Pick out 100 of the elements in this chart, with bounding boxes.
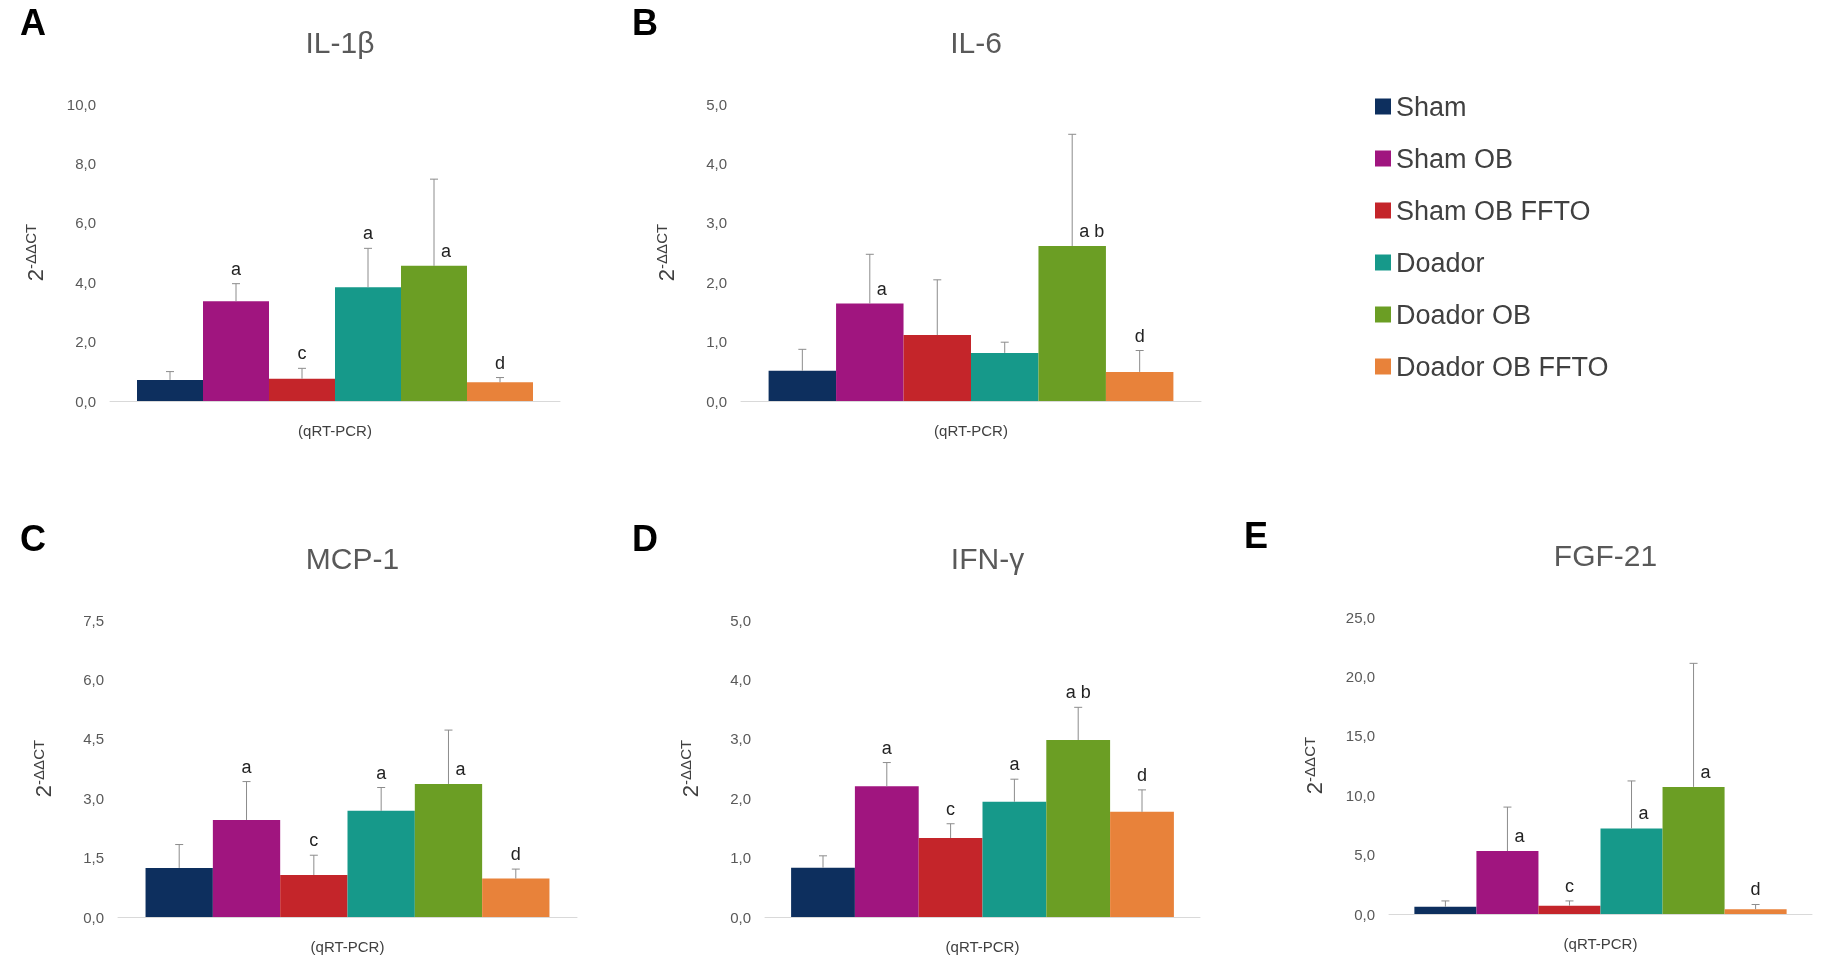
- y-tick-label: 4,0: [730, 670, 751, 688]
- text: D: [632, 517, 658, 559]
- data-label: a: [881, 737, 893, 758]
- chart-title: IL-1β: [305, 25, 375, 59]
- data-label: a: [362, 223, 374, 244]
- bar: [1110, 811, 1174, 917]
- x-axis-title: (qRT-PCR): [1563, 935, 1638, 952]
- y-tick-label: 25,0: [1345, 608, 1375, 626]
- bar: [1600, 828, 1663, 914]
- y-tick-label: 3,0: [706, 214, 727, 232]
- data-label: c: [1564, 875, 1574, 896]
- bar: [414, 783, 483, 917]
- y-tick-label: 4,5: [83, 730, 104, 748]
- bar: [137, 379, 203, 401]
- y-axis-title: 2-ΔΔCT: [677, 739, 703, 798]
- data-label: a: [1009, 754, 1021, 775]
- y-tick-label: 5,0: [706, 95, 727, 113]
- legend-label: Sham: [1396, 91, 1467, 122]
- y-tick-label: 0,0: [730, 908, 751, 926]
- y-tick-label: 10,0: [1345, 786, 1375, 804]
- bar: [836, 303, 904, 401]
- data-label: a: [241, 756, 253, 777]
- chart-title: FGF-21: [1553, 538, 1658, 572]
- bar: [269, 378, 335, 401]
- bar: [1038, 245, 1106, 401]
- data-label: d: [1134, 325, 1145, 346]
- legend-label: Doador OB: [1396, 299, 1532, 330]
- y-tick-label: 4,0: [706, 154, 727, 172]
- bar: [1046, 739, 1111, 917]
- bar: [1724, 909, 1787, 914]
- bar: [1105, 371, 1174, 401]
- x-axis-title: (qRT-PCR): [945, 938, 1020, 955]
- x-axis-title: (qRT-PCR): [298, 422, 372, 439]
- bar: [918, 838, 983, 917]
- bar: [854, 786, 919, 917]
- data-label: a: [876, 278, 888, 299]
- data-label: c: [309, 830, 319, 851]
- bar: [482, 878, 550, 917]
- data-label: d: [494, 352, 506, 373]
- data-label: c: [946, 798, 956, 819]
- bar: [1476, 851, 1539, 914]
- bar: [791, 867, 855, 917]
- data-label: a: [230, 258, 242, 279]
- y-tick-label: 1,5: [83, 849, 104, 867]
- y-tick-label: 0,0: [83, 908, 104, 926]
- chart-title: IL-6: [950, 25, 1002, 59]
- data-label: d: [1750, 879, 1761, 900]
- y-tick-label: 10,0: [66, 95, 96, 113]
- y-tick-label: 1,0: [730, 849, 751, 867]
- bar: [971, 352, 1039, 401]
- y-tick-label: 15,0: [1345, 727, 1375, 745]
- legend-label: Doador OB FFTO: [1396, 351, 1609, 382]
- y-tick-label: 2,0: [706, 273, 727, 291]
- data-label: a: [1638, 803, 1650, 824]
- y-tick-label: 6,0: [83, 670, 104, 688]
- y-tick-label: 1,0: [706, 333, 727, 351]
- x-axis-title: (qRT-PCR): [934, 422, 1008, 439]
- data-label: a: [1700, 761, 1712, 782]
- y-tick-label: 4,0: [75, 273, 96, 291]
- y-axis-title: 2-ΔΔCT: [22, 223, 48, 282]
- y-tick-label: 6,0: [75, 214, 96, 232]
- bar: [1662, 786, 1725, 914]
- data-label: a b: [1065, 682, 1091, 703]
- bar: [401, 265, 467, 401]
- bar: [145, 867, 213, 917]
- y-axis-title: 2-ΔΔCT: [30, 739, 56, 798]
- bar: [347, 810, 415, 917]
- y-tick-label: 0,0: [1354, 905, 1375, 923]
- bar: [1538, 905, 1601, 914]
- y-tick-label: 8,0: [75, 154, 96, 172]
- legend-label: Sham OB FFTO: [1396, 195, 1591, 226]
- bar: [768, 370, 837, 401]
- bar: [1414, 906, 1477, 914]
- y-axis-title: 2-ΔΔCT: [653, 223, 679, 282]
- y-tick-label: 2,0: [730, 789, 751, 807]
- bar: [212, 819, 281, 917]
- legend-label: Sham OB: [1396, 143, 1514, 174]
- bar: [335, 287, 401, 401]
- legend-label: Doador: [1396, 247, 1485, 278]
- text: C: [20, 517, 46, 559]
- chart-title: IFN-γ: [950, 541, 1025, 575]
- data-label: a b: [1079, 220, 1105, 241]
- y-tick-label: 3,0: [83, 789, 104, 807]
- text: E: [1244, 514, 1269, 556]
- bar: [467, 382, 533, 401]
- text: A: [20, 1, 46, 43]
- data-label: d: [510, 844, 521, 865]
- y-tick-label: 0,0: [706, 392, 727, 410]
- data-label: a: [376, 762, 388, 783]
- y-tick-label: 7,5: [83, 611, 104, 629]
- y-tick-label: 2,0: [75, 333, 96, 351]
- text: B: [632, 1, 658, 43]
- data-label: d: [1136, 764, 1148, 785]
- y-tick-label: 0,0: [75, 392, 96, 410]
- y-tick-label: 20,0: [1345, 667, 1375, 685]
- chart-title: MCP-1: [305, 541, 400, 575]
- y-axis-title: 2-ΔΔCT: [1301, 736, 1327, 795]
- data-label: a: [1514, 826, 1526, 847]
- bar: [280, 875, 348, 917]
- y-tick-label: 5,0: [1354, 846, 1375, 864]
